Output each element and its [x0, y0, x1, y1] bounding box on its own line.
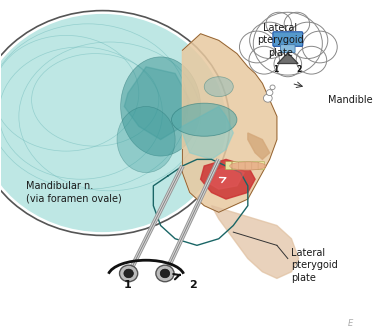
Circle shape: [302, 31, 337, 63]
Polygon shape: [124, 67, 190, 139]
FancyBboxPatch shape: [280, 45, 295, 52]
FancyBboxPatch shape: [273, 32, 303, 46]
FancyBboxPatch shape: [226, 162, 232, 170]
Circle shape: [284, 12, 310, 36]
FancyBboxPatch shape: [258, 162, 264, 170]
Text: E: E: [348, 319, 353, 328]
Circle shape: [270, 85, 275, 90]
Polygon shape: [201, 159, 255, 199]
Polygon shape: [182, 107, 233, 159]
FancyBboxPatch shape: [232, 162, 238, 170]
Ellipse shape: [204, 77, 233, 97]
Polygon shape: [212, 206, 299, 279]
Text: Lateral
pterygoid
plate: Lateral pterygoid plate: [257, 23, 304, 58]
Circle shape: [296, 46, 327, 74]
Circle shape: [266, 12, 291, 36]
Circle shape: [249, 46, 279, 74]
Circle shape: [160, 269, 170, 278]
Ellipse shape: [120, 57, 201, 156]
Circle shape: [239, 31, 274, 63]
Polygon shape: [182, 34, 277, 212]
Text: Mandible: Mandible: [328, 95, 372, 105]
Text: 2: 2: [190, 280, 197, 290]
FancyBboxPatch shape: [245, 162, 252, 170]
Circle shape: [120, 265, 138, 282]
Circle shape: [274, 51, 302, 77]
Ellipse shape: [117, 107, 175, 173]
Ellipse shape: [230, 162, 266, 170]
Circle shape: [253, 12, 322, 75]
Polygon shape: [248, 133, 270, 159]
Text: 1: 1: [274, 65, 279, 74]
Ellipse shape: [0, 14, 226, 232]
Text: Mandibular n.
(via foramen ovale): Mandibular n. (via foramen ovale): [26, 181, 122, 204]
Circle shape: [124, 269, 133, 278]
Text: 2: 2: [297, 65, 302, 74]
Polygon shape: [208, 166, 244, 189]
Text: Lateral
pterygoid
plate: Lateral pterygoid plate: [291, 248, 338, 283]
Circle shape: [263, 94, 272, 102]
Circle shape: [288, 22, 328, 58]
Circle shape: [156, 265, 174, 282]
Circle shape: [266, 90, 273, 96]
FancyBboxPatch shape: [252, 162, 258, 170]
Ellipse shape: [171, 103, 237, 136]
Text: 1: 1: [124, 280, 132, 290]
Circle shape: [250, 22, 290, 58]
FancyBboxPatch shape: [239, 162, 245, 170]
Polygon shape: [278, 53, 298, 63]
